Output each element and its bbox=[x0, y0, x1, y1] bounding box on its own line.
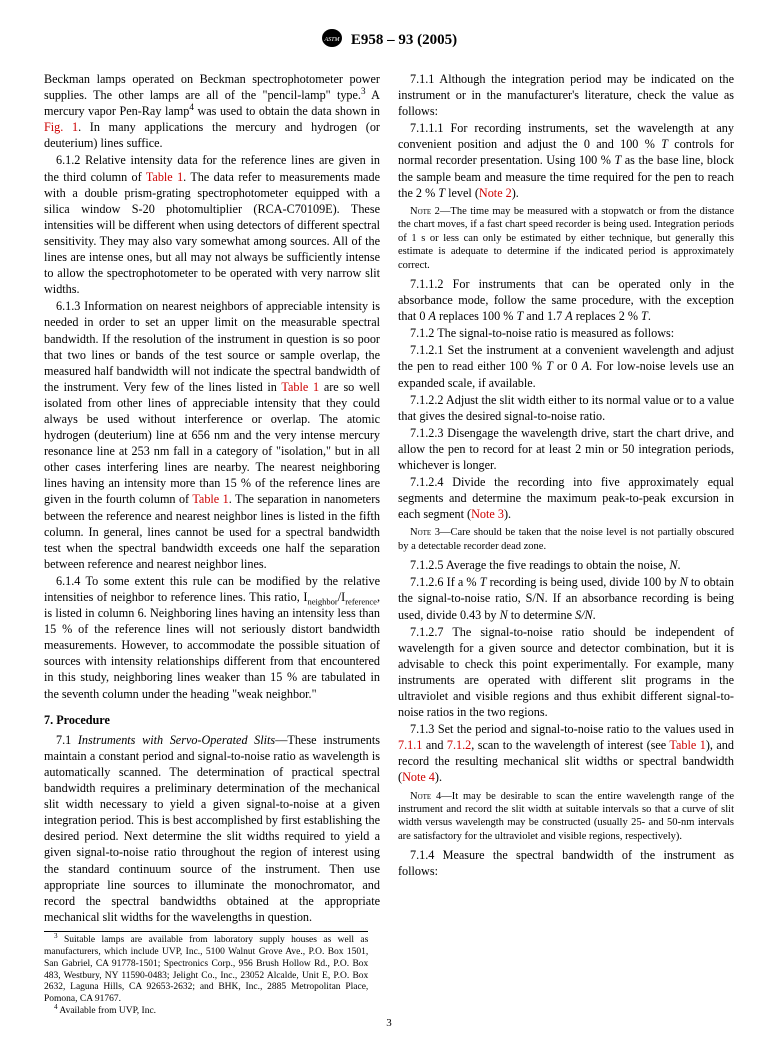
footnotes: 3 Suitable lamps are available from labo… bbox=[44, 931, 368, 1018]
para-6-1-2: 6.1.2 Relative intensity data for the re… bbox=[44, 152, 380, 297]
designation: E958 – 93 (2005) bbox=[351, 32, 457, 48]
para-6-1-3: 6.1.3 Information on nearest neighbors o… bbox=[44, 298, 380, 572]
page-number: 3 bbox=[0, 1017, 778, 1029]
note2-ref: Note 2 bbox=[479, 186, 512, 200]
header: ASTM E958 – 93 (2005) bbox=[44, 28, 734, 53]
para-7-1-1: 7.1.1 Although the integration period ma… bbox=[398, 71, 734, 119]
para-7-1-2-4: 7.1.2.4 Divide the recording into five a… bbox=[398, 474, 734, 522]
para-7-1-1-1: 7.1.1.1 For recording instruments, set t… bbox=[398, 120, 734, 200]
fig1-ref: Fig. 1 bbox=[44, 120, 78, 134]
page: ASTM E958 – 93 (2005) Beckman lamps oper… bbox=[0, 0, 778, 1041]
ref-7-1-1: 7.1.1 bbox=[398, 738, 422, 752]
table1-ref: Table 1 bbox=[669, 738, 705, 752]
astm-logo: ASTM bbox=[321, 28, 343, 53]
table1-ref: Table 1 bbox=[281, 380, 319, 394]
para-7-1-2-7: 7.1.2.7 The signal-to-noise ratio should… bbox=[398, 624, 734, 721]
section-7-head: 7. Procedure bbox=[44, 712, 380, 728]
para-7-1-2: 7.1.2 The signal-to-noise ratio is measu… bbox=[398, 325, 734, 341]
table1-ref: Table 1 bbox=[146, 170, 183, 184]
para-6-1-4: 6.1.4 To some extent this rule can be mo… bbox=[44, 573, 380, 702]
para-7-1-3: 7.1.3 Set the period and signal-to-noise… bbox=[398, 721, 734, 785]
note4-ref: Note 4 bbox=[402, 770, 435, 784]
svg-text:ASTM: ASTM bbox=[323, 37, 340, 43]
para-7-1-1-2: 7.1.1.2 For instruments that can be oper… bbox=[398, 276, 734, 324]
body-columns: Beckman lamps operated on Beckman spectr… bbox=[44, 71, 734, 925]
para-7-1-2-6: 7.1.2.6 If a % T recording is being used… bbox=[398, 574, 734, 622]
footnote-3: 3 Suitable lamps are available from labo… bbox=[44, 935, 368, 1006]
ref-7-1-2: 7.1.2 bbox=[447, 738, 471, 752]
note-3: Note 3—Care should be taken that the noi… bbox=[398, 526, 734, 553]
para-7-1: 7.1 Instruments with Servo-Operated Slit… bbox=[44, 732, 380, 925]
para-7-1-2-1: 7.1.2.1 Set the instrument at a convenie… bbox=[398, 342, 734, 390]
note-2: Note 2—The time may be measured with a s… bbox=[398, 205, 734, 272]
note3-ref: Note 3 bbox=[471, 507, 504, 521]
para-7-1-2-2: 7.1.2.2 Adjust the slit width either to … bbox=[398, 392, 734, 424]
para-7-1-4: 7.1.4 Measure the spectral bandwidth of … bbox=[398, 847, 734, 879]
table1-ref: Table 1 bbox=[192, 492, 228, 506]
para-beckman: Beckman lamps operated on Beckman spectr… bbox=[44, 71, 380, 151]
note-4: Note 4—It may be desirable to scan the e… bbox=[398, 790, 734, 844]
para-7-1-2-5: 7.1.2.5 Average the five readings to obt… bbox=[398, 557, 734, 573]
para-7-1-2-3: 7.1.2.3 Disengage the wavelength drive, … bbox=[398, 425, 734, 473]
